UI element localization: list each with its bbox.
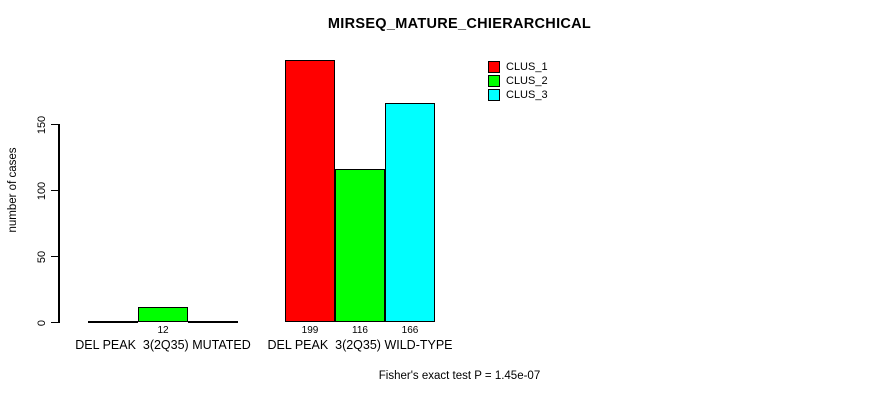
legend-item-clus-2: CLUS_2	[488, 75, 548, 87]
category-label-del-peak-3-2q35-mutated: DEL PEAK 3(2Q35) MUTATED	[75, 338, 251, 352]
y-axis-tick-label: 100	[36, 181, 48, 200]
legend-item-clus-3: CLUS_3	[488, 89, 548, 101]
y-axis-tick-label: 150	[36, 115, 48, 134]
y-axis-tick	[51, 321, 58, 324]
fisher-test-annotation: Fisher's exact test P = 1.45e-07	[378, 370, 541, 382]
legend-swatch-clus-3	[488, 89, 500, 101]
y-axis-tick	[51, 123, 58, 126]
bar-clus-2-del-peak-3-2q35-wild-type	[335, 169, 385, 323]
legend-label: CLUS_2	[506, 75, 548, 87]
y-axis-tick	[51, 189, 58, 192]
y-axis-line	[58, 124, 60, 323]
y-axis-tick-label: 50	[36, 250, 48, 263]
bar-clus-1-del-peak-3-2q35-wild-type	[285, 59, 335, 323]
legend-swatch-clus-2	[488, 75, 500, 87]
bar-value-label: 116	[352, 325, 368, 336]
chart-title: MIRSEQ_MATURE_CHIERARCHICAL	[327, 16, 592, 32]
y-axis-label: number of cases	[7, 147, 19, 233]
y-axis-tick	[51, 255, 58, 258]
zero-bar-clus-3-del-peak-3-2q35-mutated	[188, 321, 238, 323]
bar-value-label: 12	[157, 325, 169, 336]
category-label-del-peak-3-2q35-wild-type: DEL PEAK 3(2Q35) WILD-TYPE	[267, 338, 453, 352]
bar-value-label: 199	[301, 325, 319, 336]
bar-value-label: 166	[401, 325, 419, 336]
y-axis-tick-label: 0	[36, 319, 48, 326]
legend: CLUS_1 CLUS_2 CLUS_3	[488, 61, 548, 103]
legend-item-clus-1: CLUS_1	[488, 61, 548, 73]
bar-clus-2-del-peak-3-2q35-mutated	[138, 306, 188, 323]
bar-clus-3-del-peak-3-2q35-wild-type	[385, 103, 435, 323]
zero-bar-clus-1-del-peak-3-2q35-mutated	[88, 321, 138, 323]
legend-label: CLUS_1	[506, 61, 548, 73]
legend-label: CLUS_3	[506, 89, 548, 101]
legend-swatch-clus-1	[488, 61, 500, 73]
